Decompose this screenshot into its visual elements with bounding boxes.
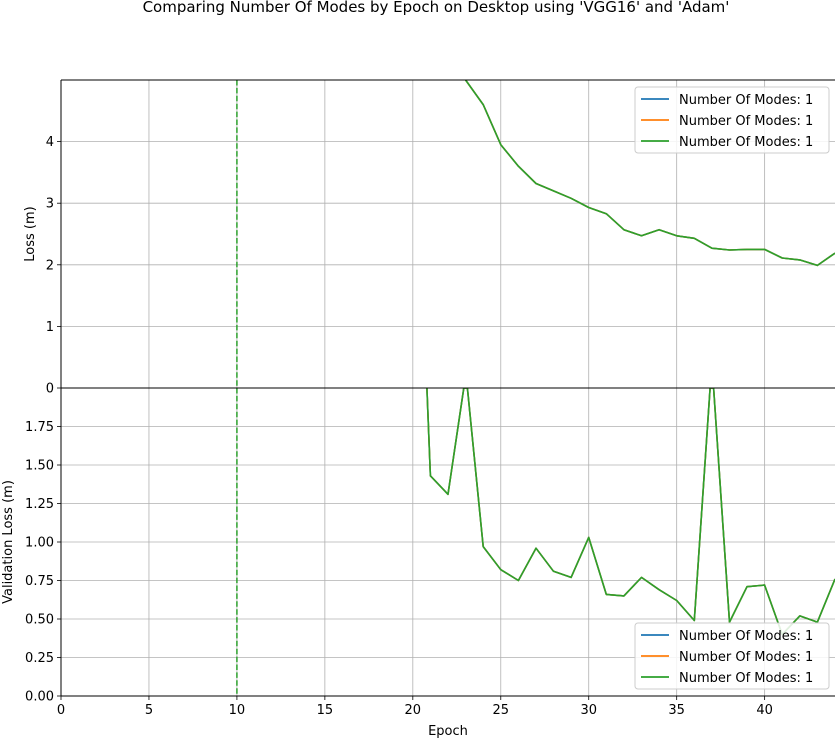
validation-loss-panel: 0.00 0.25 0.50 0.75 1.00 1.25 1.50 1.75 0 5 10 15 20… — [1, 387, 835, 739]
y-tick-label: 3 — [46, 197, 54, 212]
y-tick-label: 1.75 — [25, 420, 54, 435]
x-tick-label: 30 — [580, 703, 597, 718]
plot-area — [426, 388, 835, 636]
legend-label: Number Of Modes: 1 — [679, 650, 813, 665]
x-tick-label: 0 — [57, 703, 65, 718]
x-tick-label: 40 — [756, 703, 773, 718]
y-tick-label: 0.00 — [25, 690, 54, 705]
y-tick-label: 0 — [46, 382, 54, 397]
y-tick-label: 0.25 — [25, 651, 54, 666]
series-line-3 — [426, 388, 835, 636]
y-tick-label: 1.25 — [25, 497, 54, 512]
x-tick-label: 20 — [405, 703, 422, 718]
x-tick-label: 25 — [492, 703, 509, 718]
y-tick-label: 0.50 — [25, 613, 54, 628]
x-tick-label: 35 — [668, 703, 685, 718]
legend-label: Number Of Modes: 1 — [679, 671, 813, 686]
y-tick-label: 1.50 — [25, 459, 54, 474]
y-tick-label: 0.75 — [25, 574, 54, 589]
y-tick-label: 1.00 — [25, 536, 54, 551]
y-tick-label: 4 — [46, 135, 54, 150]
legend-label: Number Of Modes: 1 — [679, 114, 813, 129]
plot-area — [464, 80, 835, 267]
series-line-3 — [464, 80, 835, 267]
legend-label: Number Of Modes: 1 — [679, 135, 813, 150]
y-tick-label: 2 — [46, 258, 54, 273]
x-tick-label: 10 — [229, 703, 246, 718]
y-tick-label: 1 — [46, 320, 54, 335]
legend-label: Number Of Modes: 1 — [679, 93, 813, 108]
x-tick-label: 5 — [145, 703, 153, 718]
x-tick-label: 15 — [317, 703, 334, 718]
y-axis-label: Loss (m) — [23, 206, 38, 261]
legend: Number Of Modes: 1 Number Of Modes: 1 Numb… — [634, 622, 830, 690]
y-axis-label: Validation Loss (m) — [1, 480, 16, 604]
x-axis-label: Epoch — [428, 724, 468, 739]
chart-title: Comparing Number Of Modes by Epoch on De… — [143, 0, 730, 16]
legend-box — [634, 86, 830, 154]
legend-box — [634, 622, 830, 690]
legend: Number Of Modes: 1 Number Of Modes: 1 Numb… — [634, 86, 830, 154]
legend-label: Number Of Modes: 1 — [679, 629, 813, 644]
